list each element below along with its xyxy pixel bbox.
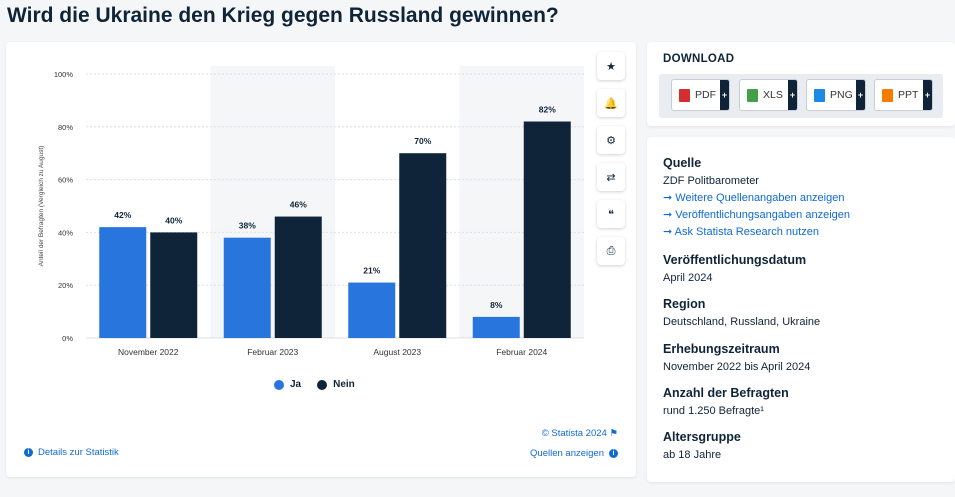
x-tick-label: Februar 2024 [496,347,547,357]
data-label: 8% [490,300,503,310]
ask-research-link[interactable]: ➞ Ask Statista Research nutzen [663,226,819,238]
download-ppt-button[interactable]: PPT + [874,79,933,111]
legend-swatch-nein [317,379,328,390]
source-section: Quelle ZDF Politbarometer ➞ Weitere Quel… [663,156,850,238]
download-pdf-button[interactable]: PDF + [671,79,730,111]
sources-link[interactable]: Quellen anzeigen i [530,448,618,459]
data-label: 38% [239,221,256,231]
download-ppt-label: PPT [898,89,919,101]
details-link[interactable]: i Details zur Statistik [24,447,119,458]
data-label: 46% [290,200,307,210]
data-label: 40% [165,215,182,225]
download-pdf-label: PDF [695,89,716,101]
region-value: Deutschland, Russland, Ukraine [663,316,821,328]
data-label: 42% [114,210,131,220]
copyright-text: © Statista 2024 [541,428,607,439]
copyright-link[interactable]: © Statista 2024 ⚑ [542,428,618,439]
info-icon: i [609,449,618,458]
favorite-star-icon[interactable]: ★ [597,52,625,80]
download-xls-button[interactable]: XLS + [739,79,798,111]
print-icon[interactable]: ⎙ [597,237,625,265]
data-label: 21% [363,266,380,276]
y-tick-label: 100% [54,70,74,79]
y-tick-label: 20% [58,281,73,290]
survey-period-value: November 2022 bis April 2024 [663,361,811,373]
more-source-info-link[interactable]: ➞ Weitere Quellenangaben anzeigen [663,192,845,204]
bar-nein [274,216,322,338]
page-title: Wird die Ukraine den Krieg gegen Russlan… [7,4,559,27]
release-date-section: Veröffentlichungsdatum April 2024 [663,253,806,284]
source-value: ZDF Politbarometer [663,175,759,187]
download-png-button[interactable]: PNG + [806,79,866,111]
release-date-value: April 2024 [663,272,713,284]
chart-legend: Ja Nein [274,379,355,390]
flag-icon: ⚑ [609,428,618,439]
data-label: 82% [539,105,556,115]
data-label: 70% [414,136,431,146]
y-tick-label: 60% [58,176,73,185]
chart-card: 0% 20% 40% 60% 80% 100% Anteil der Befragten (… [6,42,636,477]
bar-nein [399,153,447,338]
details-link-label: Details zur Statistik [38,447,119,458]
legend-label-ja: Ja [290,379,302,390]
legend-item-ja[interactable]: Ja [274,379,301,390]
bar-nein [523,121,571,339]
download-title: DOWNLOAD [663,53,735,65]
x-tick-label: Februar 2023 [247,347,298,357]
respondents-section: Anzahl der Befragten rund 1.250 Befragte… [663,386,789,417]
y-tick-label: 80% [58,123,73,132]
x-tick-label: August 2023 [373,347,421,357]
age-group-value: ab 18 Jahre [663,449,722,461]
download-card: DOWNLOAD PDF + XLS + PNG + PPT + [647,42,955,126]
info-icon: i [24,448,33,457]
plus-icon: + [788,80,797,110]
release-date-label: Veröffentlichungsdatum [663,253,807,267]
bar-ja [348,282,396,338]
xls-file-icon [747,88,758,102]
bar-ja [223,237,271,338]
y-axis-label: Anteil der Befragten (Vergleich zu Augus… [38,146,45,267]
respondents-value: rund 1.250 Befragte¹ [663,405,764,417]
age-group-section: Altersgruppe ab 18 Jahre [663,430,741,461]
publication-info-link[interactable]: ➞ Veröffentlichungsangaben anzeigen [663,209,850,221]
chart-toolbar: ★ 🔔 ⚙ ⇄ ❝ ⎙ [597,52,627,274]
pdf-file-icon [679,88,690,102]
survey-period-label: Erhebungszeitraum [663,342,780,356]
share-icon[interactable]: ⇄ [597,163,625,191]
survey-period-section: Erhebungszeitraum November 2022 bis Apri… [663,342,810,373]
bar-chart: 0% 20% 40% 60% 80% 100% Anteil der Befragten (… [38,66,584,357]
plus-icon: + [923,80,932,110]
png-file-icon [814,88,825,102]
ppt-file-icon [882,88,893,102]
legend-label-nein: Nein [333,379,355,390]
legend-item-nein[interactable]: Nein [317,379,355,390]
region-section: Region Deutschland, Russland, Ukraine [663,297,820,328]
download-png-label: PNG [830,89,853,101]
age-group-label: Altersgruppe [663,430,741,444]
sources-link-label: Quellen anzeigen [530,448,604,459]
cite-quote-icon[interactable]: ❝ [597,200,625,228]
y-tick-label: 40% [58,228,73,237]
x-tick-label: November 2022 [118,347,179,357]
bar-nein [150,232,198,338]
settings-gear-icon[interactable]: ⚙ [597,126,625,154]
plus-icon: + [856,80,865,110]
download-buttons: PDF + XLS + PNG + PPT + [659,74,943,118]
plus-icon: + [720,80,729,110]
legend-swatch-ja [274,379,284,390]
bar-ja [99,227,147,338]
download-xls-label: XLS [763,89,783,101]
statistic-info-card: Quelle ZDF Politbarometer ➞ Weitere Quel… [647,137,955,482]
source-label: Quelle [663,156,702,170]
notification-bell-icon[interactable]: 🔔 [597,89,625,117]
respondents-label: Anzahl der Befragten [663,386,789,400]
region-label: Region [663,297,706,311]
bar-ja [472,316,520,338]
y-tick-label: 0% [62,334,73,343]
